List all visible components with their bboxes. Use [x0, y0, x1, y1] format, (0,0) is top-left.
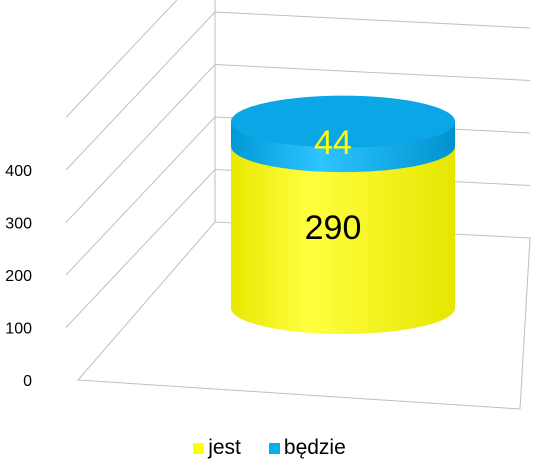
legend-item-bedzie: będzie — [268, 436, 346, 460]
y-tick-label: 400 — [5, 163, 32, 180]
gridline-left — [65, 11, 216, 171]
data-label-bedzie: 44 — [314, 124, 352, 162]
gridline-left — [65, 169, 216, 328]
y-tick-label: 100 — [5, 321, 32, 338]
legend: jest będzie — [0, 436, 539, 460]
gridline-back — [214, 11, 531, 29]
data-label-jest: 290 — [305, 209, 362, 247]
stacked-cylinder — [231, 95, 455, 334]
floor-outline — [76, 221, 531, 410]
legend-label-jest: jest — [208, 436, 241, 459]
y-tick-label: 200 — [5, 268, 32, 285]
gridline-left — [65, 64, 216, 223]
legend-label-bedzie: będzie — [283, 436, 346, 459]
y-tick-label: 300 — [5, 216, 32, 233]
legend-item-jest: jest — [193, 436, 241, 460]
gridline-left — [65, 0, 178, 118]
y-axis-ticks: 0 100 200 300 400 — [5, 163, 32, 390]
legend-swatch-jest — [193, 442, 205, 454]
cylinder-segment-jest — [231, 146, 455, 334]
gridline-left — [65, 116, 216, 276]
legend-swatch-bedzie — [268, 442, 280, 454]
y-tick-label: 0 — [23, 373, 32, 390]
cylinder-top-cap — [231, 95, 455, 148]
gridline-back — [214, 64, 531, 81]
data-labels: 290 44 — [305, 124, 362, 247]
